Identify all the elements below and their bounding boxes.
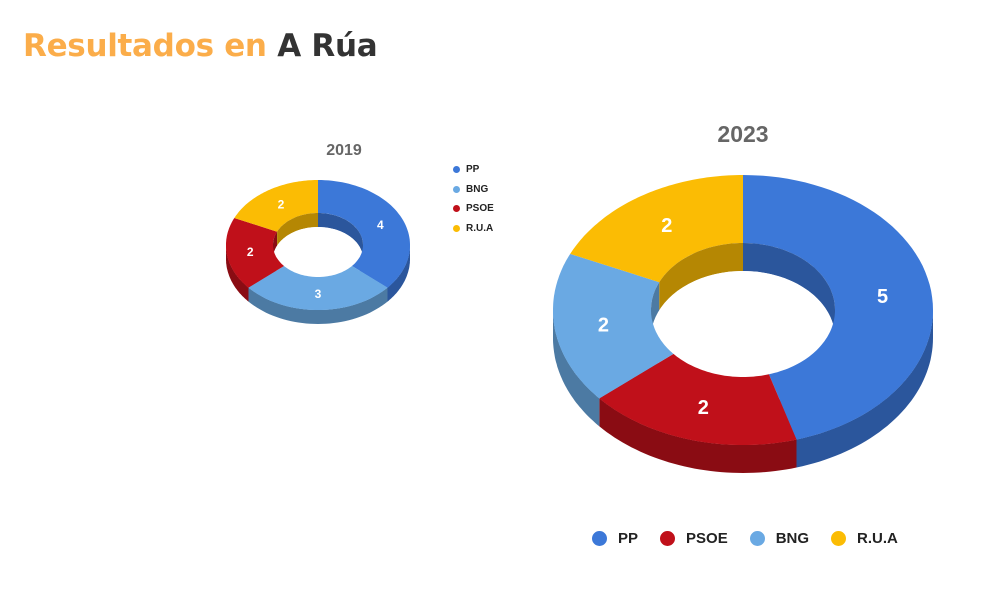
segment-value-label: 2	[661, 215, 672, 237]
legend-dot-icon	[453, 185, 460, 193]
segment-rua[interactable]	[570, 175, 743, 283]
legend-dot-icon	[453, 205, 460, 213]
legend-item[interactable]: PSOE	[660, 530, 728, 547]
segment-value-label: 2	[247, 245, 254, 259]
hole-wall	[277, 213, 318, 246]
segment-value-label: 2	[598, 315, 609, 337]
legend-item[interactable]: BNG	[453, 180, 494, 200]
segment-front	[352, 245, 410, 288]
segment-side	[599, 398, 797, 473]
legend-dot-icon	[831, 531, 847, 546]
legend-item[interactable]: PP	[592, 530, 638, 547]
legend-dot-icon	[453, 166, 460, 174]
title-prefix: Resultados en	[23, 28, 267, 64]
segment-value-label: 5	[877, 286, 888, 308]
hole-wall	[743, 243, 835, 338]
title-place: A Rúa	[277, 28, 378, 64]
hole-wall	[659, 243, 743, 311]
segment-side	[248, 287, 388, 324]
legend-item[interactable]: BNG	[749, 530, 809, 547]
legend-dot-icon	[592, 531, 607, 546]
chart-title-2019: 2019	[326, 142, 362, 159]
segment-value-label: 3	[315, 287, 322, 301]
segment-value-label: 4	[377, 218, 384, 232]
legend-2019: PP BNG PSOE R.U.A	[453, 160, 494, 238]
legend-item[interactable]: R.U.A	[453, 219, 494, 239]
segment-value-label: 2	[278, 198, 285, 212]
legend-item[interactable]: PSOE	[453, 199, 494, 219]
segment-side	[226, 245, 249, 302]
legend-dot-icon	[749, 531, 765, 546]
hole-wall	[318, 213, 363, 259]
hole-wall	[273, 231, 278, 259]
segment-front	[553, 310, 674, 399]
segment-front	[248, 266, 388, 310]
segment-rua[interactable]	[234, 180, 318, 232]
legend-dot-icon	[660, 531, 676, 546]
donut-2023: 5 2 2 2	[553, 175, 933, 473]
segment-front	[599, 353, 797, 445]
segment-side	[796, 310, 933, 468]
donut-2019: 4 3 2 2	[226, 180, 410, 324]
segment-value-label: 2	[698, 397, 709, 419]
legend-dot-icon	[453, 224, 460, 232]
segment-side	[387, 245, 410, 302]
segment-side	[553, 310, 600, 427]
chart-title-2023: 2023	[717, 121, 769, 147]
legend-item[interactable]: PP	[453, 160, 494, 180]
hole-wall	[651, 282, 660, 338]
legend-item[interactable]: R.U.A	[831, 530, 898, 547]
segment-front	[226, 245, 284, 288]
legend-2023: PP PSOE BNG R.U.A	[592, 530, 920, 547]
segment-front	[768, 310, 933, 440]
page-title: Resultados en A Rúa	[23, 28, 378, 64]
